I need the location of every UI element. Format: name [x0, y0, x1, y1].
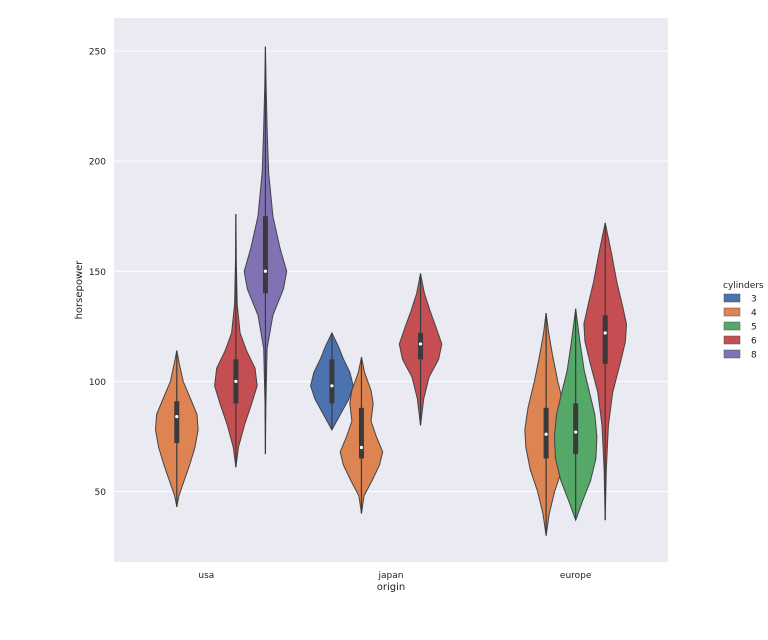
violin-japan-6 — [398, 273, 443, 426]
iqr-box — [602, 315, 608, 364]
legend-label-6: 6 — [751, 337, 757, 347]
median-dot — [574, 430, 578, 434]
violin-europe-4 — [524, 313, 568, 536]
y-tick-label: 200 — [89, 158, 106, 168]
y-tick-label: 250 — [89, 48, 106, 58]
x-tick-label: usa — [198, 571, 214, 581]
median-dot — [175, 415, 179, 419]
x-tick-label: europe — [560, 571, 592, 581]
median-dot — [603, 331, 607, 335]
legend: cylinders 3 4 5 6 8 — [723, 281, 764, 361]
y-axis-label: horsepower — [74, 260, 85, 320]
legend-swatch-8 — [723, 349, 741, 359]
median-dot — [234, 379, 238, 384]
violin-japan-3 — [310, 331, 354, 431]
x-axis-label: origin — [377, 582, 405, 593]
y-tick-label: 50 — [95, 488, 107, 498]
median-dot — [359, 445, 364, 450]
violin-europe-6 — [583, 222, 628, 521]
y-tick-label: 100 — [89, 378, 106, 388]
legend-swatch-5 — [723, 321, 741, 331]
median-dot — [418, 342, 423, 346]
iqr-box — [262, 216, 268, 294]
iqr-box — [418, 332, 424, 360]
x-tick-labels: usa japan europe — [198, 571, 592, 581]
violin-japan-4 — [339, 357, 384, 514]
violin-europe-5 — [553, 308, 598, 522]
y-tick-label: 150 — [89, 268, 106, 278]
legend-swatch-6 — [723, 335, 741, 345]
legend-label-4: 4 — [751, 309, 757, 319]
iqr-box — [329, 359, 335, 404]
legend-title: cylinders — [723, 281, 764, 291]
legend-label-3: 3 — [751, 295, 757, 305]
iqr-box — [573, 403, 579, 455]
legend-swatch-3 — [723, 293, 741, 303]
legend-label-5: 5 — [751, 323, 757, 333]
iqr-box — [174, 401, 180, 444]
legend-label-8: 8 — [751, 351, 757, 361]
median-dot — [330, 384, 334, 388]
median-dot — [544, 432, 548, 436]
y-tick-labels: 50 100 150 200 250 — [89, 48, 106, 498]
violin-usa-8 — [243, 46, 288, 455]
violin-usa-4 — [154, 350, 199, 507]
legend-swatch-4 — [723, 307, 741, 317]
x-tick-label: japan — [378, 571, 404, 581]
violins — [154, 46, 628, 536]
violin-usa-6 — [214, 213, 258, 468]
iqr-box — [358, 407, 364, 459]
median-dot — [263, 269, 268, 273]
